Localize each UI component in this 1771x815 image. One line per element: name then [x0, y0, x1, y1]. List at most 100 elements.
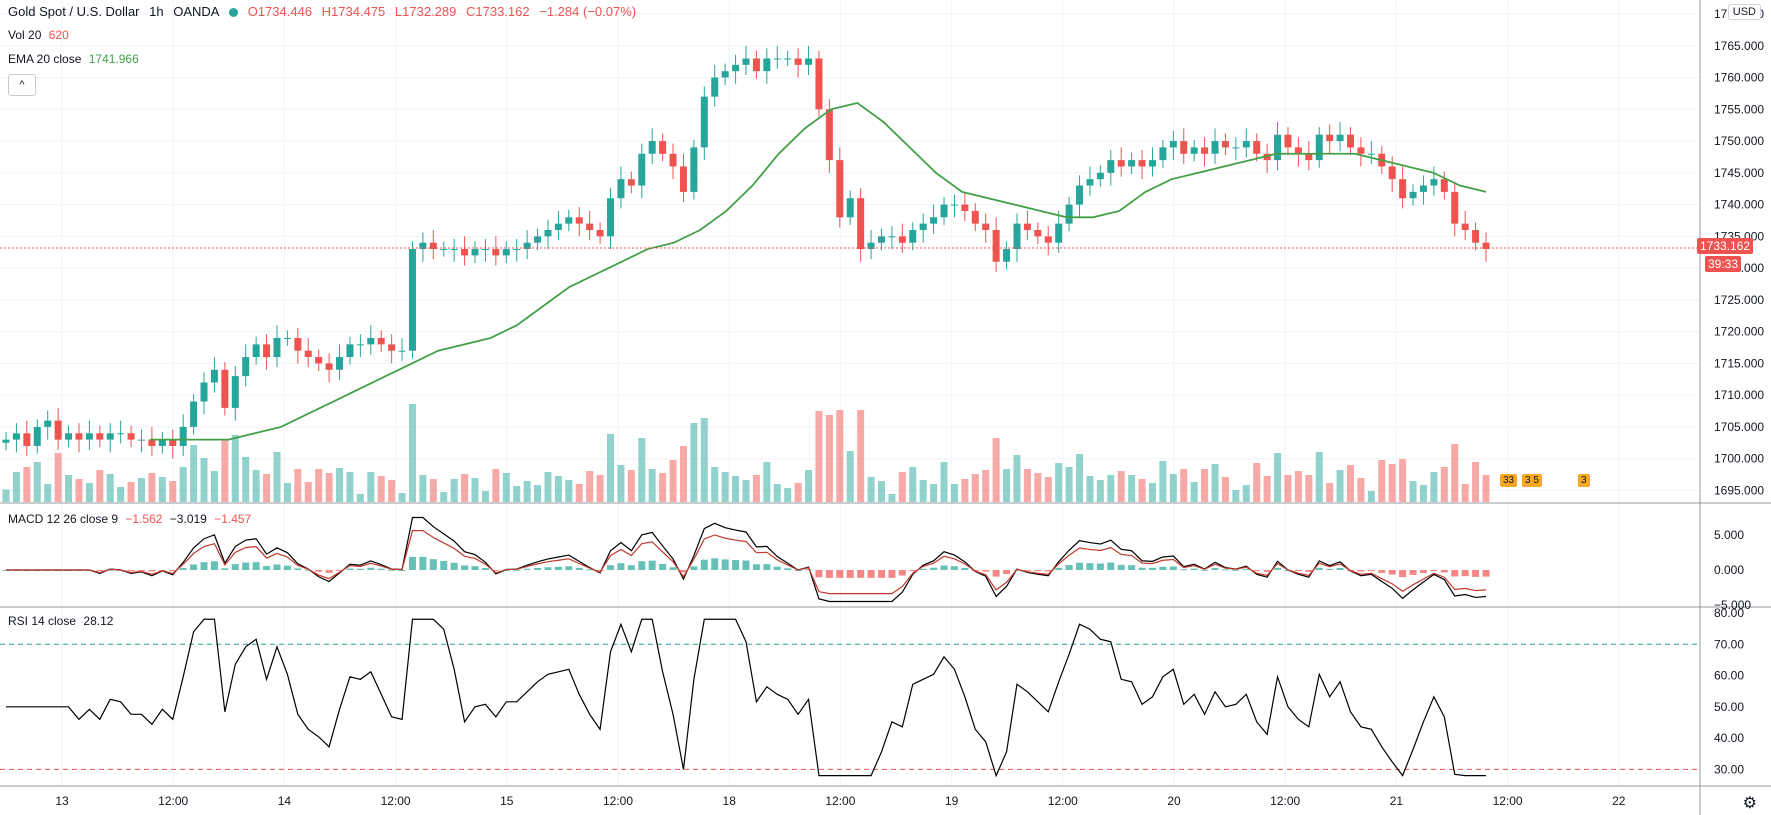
- candle-body: [1159, 147, 1167, 161]
- macd-histogram-bar: [1076, 562, 1084, 570]
- ema-legend[interactable]: EMA 20 close 1741.966: [8, 52, 143, 66]
- macd-histogram-bar: [950, 566, 958, 570]
- candle-body: [1315, 134, 1323, 161]
- volume-bar: [877, 481, 885, 502]
- macd-legend[interactable]: MACD 12 26 close 9 −1.562 −3.019 −1.457: [8, 512, 255, 526]
- volume-bar: [169, 481, 177, 502]
- volume-bar: [315, 469, 323, 502]
- volume-bar: [1055, 463, 1063, 502]
- volume-legend[interactable]: Vol 20 620: [8, 28, 73, 42]
- candle-body: [242, 357, 250, 377]
- ohlc-high: H1734.475: [321, 4, 386, 19]
- volume-bar: [117, 487, 125, 502]
- volume-bar: [231, 435, 239, 502]
- candle-body: [627, 179, 635, 186]
- event-marker-1[interactable]: 33: [1500, 474, 1518, 487]
- candle-body: [1065, 204, 1073, 224]
- rsi-tick-label: 70.00: [1714, 637, 1744, 651]
- event-marker-3[interactable]: 3: [1578, 474, 1590, 487]
- volume-bar: [1294, 471, 1302, 502]
- candle-body: [1003, 249, 1011, 262]
- volume-bar: [857, 410, 865, 502]
- macd-histogram-bar: [1055, 567, 1063, 570]
- volume-bar: [679, 446, 687, 502]
- macd-histogram-bar: [846, 570, 854, 578]
- macd-histogram-bar: [221, 568, 229, 570]
- volume-bar: [450, 479, 458, 502]
- macd-histogram-bar: [679, 570, 687, 573]
- candle-body: [440, 249, 448, 251]
- candle-body: [659, 141, 667, 154]
- time-tick-label: 12:00: [381, 794, 411, 808]
- volume-bar: [565, 480, 573, 502]
- volume-bar: [1284, 475, 1292, 502]
- macd-histogram-bar: [815, 570, 823, 578]
- macd-histogram-bar: [1201, 569, 1209, 571]
- macd-histogram-bar: [1211, 568, 1219, 570]
- volume-bar: [1326, 483, 1334, 502]
- volume-bar: [1117, 471, 1125, 502]
- macd-histogram-bar: [377, 568, 385, 570]
- macd-histogram-bar: [1138, 567, 1146, 570]
- candle-body: [148, 439, 156, 446]
- macd-histogram-bar: [773, 566, 781, 570]
- volume-bar: [752, 475, 760, 502]
- volume-bar: [1263, 476, 1271, 502]
- rsi-line: [6, 618, 1486, 778]
- time-tick-label: 12:00: [1048, 794, 1078, 808]
- ema-20-line: [150, 101, 1487, 441]
- candle-body: [888, 236, 896, 238]
- candle-body: [65, 433, 73, 440]
- macd-histogram-bar: [930, 567, 938, 570]
- macd-legend-v3: −1.457: [214, 512, 252, 526]
- rsi-legend[interactable]: RSI 14 close 28.12: [8, 614, 117, 628]
- candle-body: [1013, 223, 1021, 250]
- volume-bar: [96, 470, 104, 502]
- macd-histogram-bar: [346, 568, 354, 570]
- volume-bar: [794, 483, 802, 502]
- volume-bar: [273, 452, 281, 502]
- macd-histogram-bar: [1169, 566, 1177, 570]
- candle-body: [1190, 147, 1198, 154]
- volume-bar: [1138, 479, 1146, 502]
- symbol-title[interactable]: Gold Spot / U.S. Dollar: [8, 4, 140, 19]
- candle-body: [273, 338, 281, 358]
- gear-icon[interactable]: ⚙: [1742, 795, 1757, 812]
- candle-body: [742, 58, 750, 65]
- currency-button[interactable]: USD: [1727, 4, 1761, 20]
- price-tick-label: 1720.000: [1714, 325, 1764, 339]
- macd-histogram-bar: [1482, 570, 1490, 577]
- volume-bar: [127, 482, 135, 502]
- candle-body: [534, 236, 542, 243]
- ema-line: [150, 101, 1487, 441]
- volume-bar: [471, 478, 479, 502]
- candle-body: [127, 433, 135, 440]
- macd-histogram-bar: [857, 570, 865, 578]
- volume-bar: [961, 479, 969, 502]
- price-tick-label: 1745.000: [1714, 166, 1764, 180]
- macd-histogram-bar: [1336, 567, 1344, 570]
- macd-histogram-bar: [1003, 570, 1011, 575]
- price-change: −1.284 (−0.07%): [539, 4, 637, 19]
- volume-bar: [75, 479, 83, 502]
- candle-body: [169, 439, 177, 446]
- macd-histogram-bar: [627, 565, 635, 570]
- event-marker-2[interactable]: 3 5: [1522, 474, 1542, 487]
- volume-legend-name: Vol 20: [8, 28, 42, 42]
- volume-bar: [263, 474, 271, 502]
- macd-histogram-bar: [1451, 570, 1459, 577]
- interval-label[interactable]: 1h: [149, 4, 164, 19]
- macd-histogram-bar: [273, 564, 281, 570]
- candle-body: [1076, 185, 1084, 205]
- time-tick-label: 15: [500, 794, 514, 808]
- broker-label: OANDA: [173, 4, 220, 19]
- candle-body: [1274, 134, 1282, 161]
- candle-body: [1148, 160, 1156, 167]
- price-tick-label: 1750.000: [1714, 134, 1764, 148]
- macd-histogram-bar: [1305, 570, 1313, 572]
- collapse-legend-button[interactable]: ^: [8, 74, 36, 96]
- candle-body: [283, 338, 291, 339]
- volume-bar: [367, 472, 375, 502]
- candle-body: [106, 433, 114, 440]
